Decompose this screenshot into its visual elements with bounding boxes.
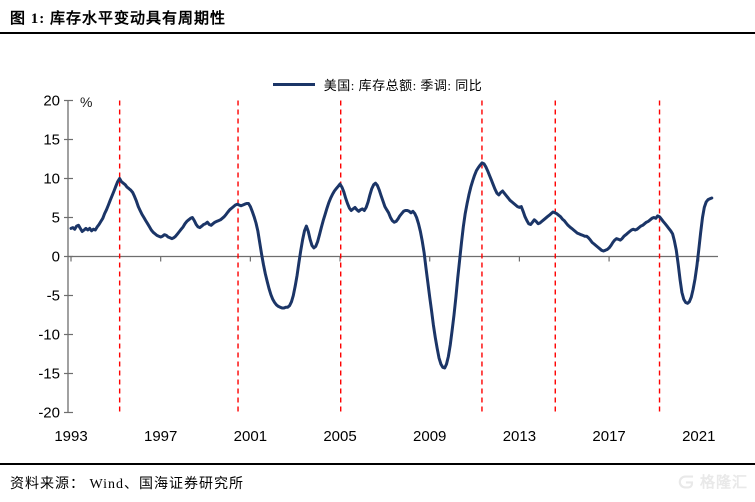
- gelonghui-watermark: 格隆汇: [678, 471, 748, 492]
- y-tick-label: 10: [43, 171, 60, 188]
- y-tick-label: 15: [43, 132, 60, 149]
- x-tick-label: 2001: [234, 428, 267, 445]
- x-tick-label: 2017: [592, 428, 625, 445]
- y-tick-label: -10: [38, 327, 60, 344]
- percent-unit-label: %: [80, 94, 92, 110]
- inventory-yoy-series-line: [69, 161, 714, 370]
- series-layer: [69, 161, 714, 370]
- figure-title: 图 1: 库存水平变动具有周期性: [10, 11, 226, 27]
- y-tick-label: 5: [52, 210, 60, 227]
- legend-label: 美国: 库存总额: 季调: 同比: [323, 77, 483, 93]
- chart-legend: 美国: 库存总额: 季调: 同比: [0, 75, 755, 93]
- y-tick-label: -15: [38, 366, 60, 383]
- x-tick-label: 2021: [682, 428, 715, 445]
- y-tick-label: -5: [47, 288, 60, 305]
- x-tick-label: 2005: [323, 428, 356, 445]
- x-tick-label: 1993: [54, 428, 87, 445]
- cycle-peak-lines-layer: [118, 100, 661, 413]
- watermark-text: 格隆汇: [699, 474, 748, 491]
- x-tick-label: 2013: [503, 428, 536, 445]
- axis-labels-layer: 20 15 10 5 0 -5 -10 -15 -20 1993 1997 2001 2005 2009 2…: [38, 93, 715, 446]
- legend-line-marker: [272, 82, 315, 86]
- x-tick-label: 1997: [144, 428, 177, 445]
- data-source-note: 资料来源： Wind、国海证券研究所: [10, 477, 245, 492]
- title-divider: [0, 32, 755, 34]
- y-tick-label: -20: [38, 405, 60, 422]
- gelonghui-logo-icon: [678, 475, 694, 488]
- axes-layer: [64, 99, 718, 414]
- y-tick-label: 0: [52, 249, 60, 266]
- x-tick-label: 2009: [413, 428, 446, 445]
- footer-divider: [0, 463, 755, 465]
- y-tick-label: 20: [43, 93, 60, 110]
